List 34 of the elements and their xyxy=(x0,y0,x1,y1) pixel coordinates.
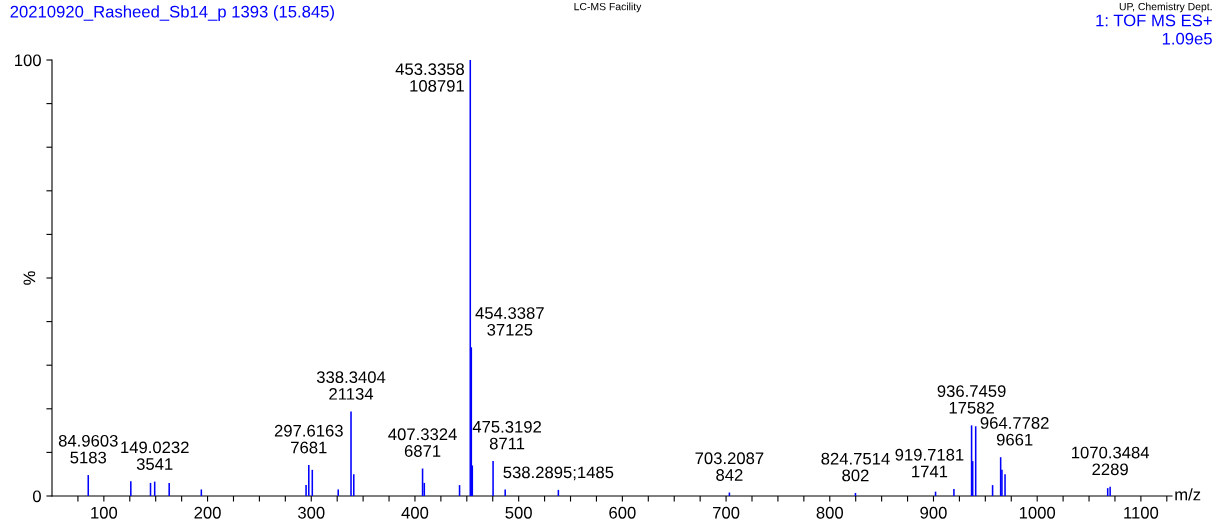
annotation: 407.3324 6871 xyxy=(388,428,457,457)
annotation: 1070.3484 2289 xyxy=(1072,446,1150,476)
text: UP, Chemistry Dept. xyxy=(1119,2,1212,13)
x-tick-label: 100 xyxy=(91,506,118,519)
x-tick-label: 700 xyxy=(713,506,740,519)
x-tick-label: 900 xyxy=(920,506,947,519)
x-tick-label: 300 xyxy=(297,506,325,519)
annotation: 964.7782 9661 xyxy=(980,417,1049,446)
annotation: 149.0232 3541 xyxy=(121,441,189,470)
annotation: 919.7181 1741 xyxy=(895,448,964,478)
x-tick-label: 400 xyxy=(401,506,429,519)
annotation: 84.9603 5183 xyxy=(58,434,118,464)
x-tick-label: 1000 xyxy=(1019,506,1056,519)
x-tick-label: 200 xyxy=(194,506,221,519)
annotation: 453.3358 108791 xyxy=(395,63,464,92)
text: 1: TOF MS ES+ xyxy=(1096,14,1212,27)
x-tick-label: 800 xyxy=(816,506,844,519)
annotation: 538.2895;1485 xyxy=(503,466,614,481)
x-tick-label: 600 xyxy=(609,506,636,519)
annotation: 454.3387 37125 xyxy=(475,307,544,336)
annotation: 824.7514 802 xyxy=(821,452,890,482)
chart-title: 20210920_Rasheed_Sb14_p 1393 (15.845) xyxy=(10,5,334,21)
y-axis-title: % xyxy=(23,271,36,285)
annotation: 936.7459 17582 xyxy=(937,385,1006,414)
annotation: 297.6163 7681 xyxy=(274,424,343,454)
annotation: 475.3192 8711 xyxy=(472,420,541,450)
text: LC-MS Facility xyxy=(574,2,642,13)
y-tick-label: 0 xyxy=(32,490,41,503)
x-tick-label: 500 xyxy=(505,506,532,519)
text: 1.09e5 xyxy=(1162,32,1212,45)
annotation: 338.3404 21134 xyxy=(316,371,386,400)
x-tick-label: 1100 xyxy=(1124,506,1159,519)
x-axis-title: m/z xyxy=(1175,488,1201,501)
annotation: 703.2087 842 xyxy=(695,452,764,481)
